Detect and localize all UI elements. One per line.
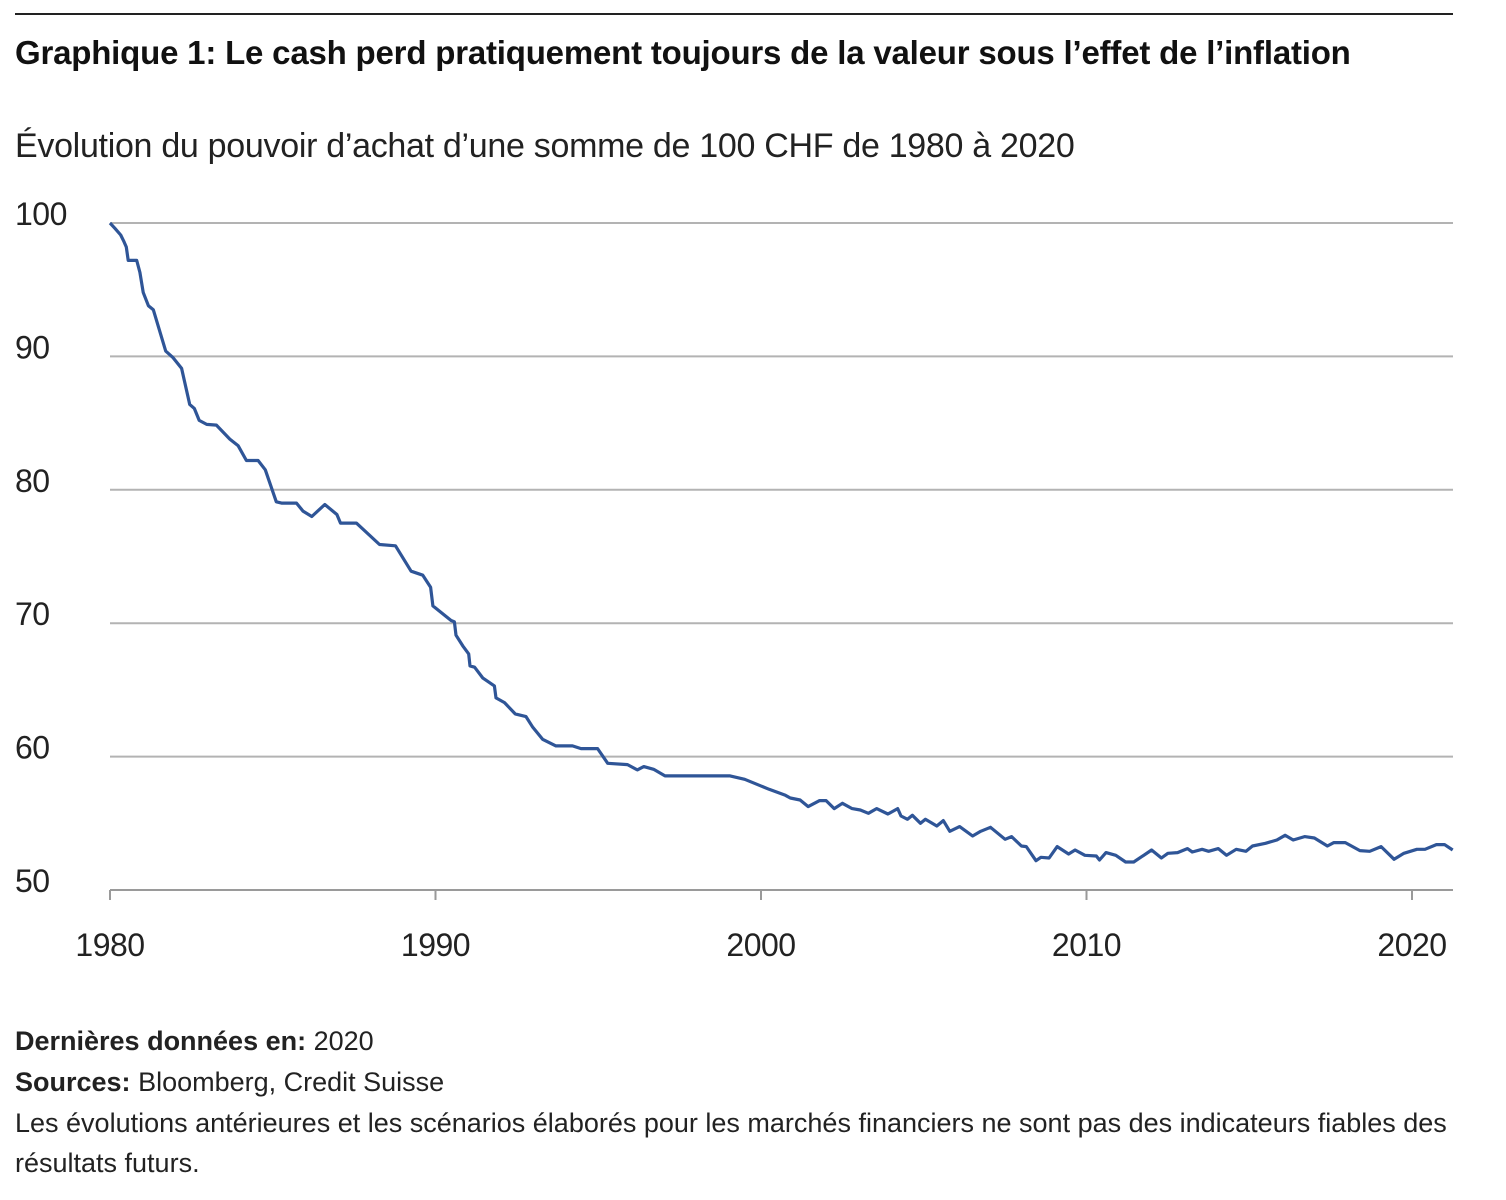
last-data-label: Dernières données en: bbox=[15, 1026, 307, 1056]
x-tick-label: 2000 bbox=[726, 927, 795, 963]
series-line bbox=[108, 221, 1454, 864]
y-tick-label: 90 bbox=[15, 329, 50, 365]
last-data-note: Dernières données en: 2020 bbox=[15, 1021, 374, 1061]
chart-title: Graphique 1: Le cash perd pratiquement t… bbox=[15, 34, 1351, 71]
x-tick-label: 1990 bbox=[401, 927, 470, 963]
line-chart: 50 60 70 80 90 100 1980 1990 2000 2010 2020 bbox=[15, 196, 1454, 963]
y-tick-label: 50 bbox=[15, 863, 50, 899]
x-tick-label: 2010 bbox=[1052, 927, 1121, 963]
disclaimer: Les évolutions antérieures et les scénar… bbox=[15, 1108, 1447, 1178]
sources-value: Bloomberg, Credit Suisse bbox=[138, 1067, 445, 1097]
y-tick-label: 60 bbox=[15, 730, 50, 766]
sources-note: Sources: Bloomberg, Credit Suisse bbox=[15, 1062, 444, 1102]
y-tick-label: 100 bbox=[15, 196, 67, 232]
sources-label: Sources: bbox=[15, 1067, 131, 1097]
y-tick-label: 70 bbox=[15, 596, 50, 632]
y-tick-label: 80 bbox=[15, 463, 50, 499]
x-tick-label: 1980 bbox=[75, 927, 144, 963]
chart-subtitle: Évolution du pouvoir d’achat d’une somme… bbox=[15, 127, 1075, 165]
last-data-value: 2020 bbox=[313, 1026, 374, 1056]
x-tick-label: 2020 bbox=[1377, 927, 1446, 963]
top-rule bbox=[15, 13, 1453, 15]
